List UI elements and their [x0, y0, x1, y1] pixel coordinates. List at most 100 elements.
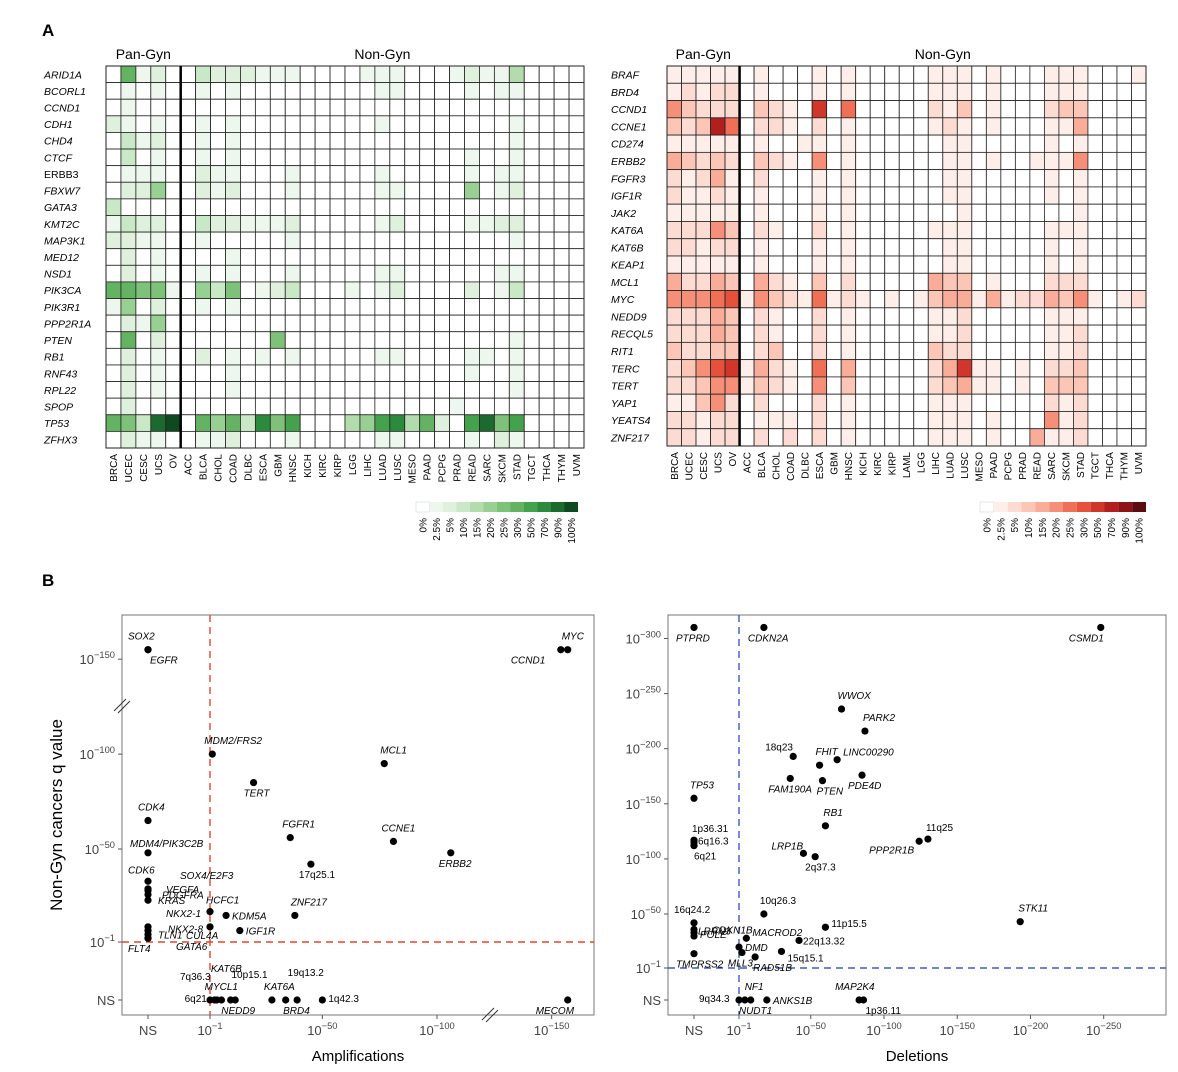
heatmap-cell-erbb3-lusc [389, 165, 406, 183]
heatmap-cell-tp53-read [464, 414, 480, 432]
heatmap-cell-erbb2-skcm [1058, 151, 1074, 171]
row-label-cdh1: CDH1 [44, 119, 73, 131]
heatmap-cell-nedd9-thym [1116, 307, 1132, 326]
heatmap-cell-fgfr3-prad [1014, 169, 1031, 188]
heatmap-cell-arid1a-gbm [269, 65, 286, 84]
heatmap-cell-myc-lgg [913, 290, 929, 309]
heatmap-cell-ccnd1-acc [739, 100, 755, 119]
heatmap-cell-cd274-paad [985, 134, 1002, 153]
heatmap-cell-nsd1-cesc [135, 264, 152, 283]
heatmap-cell-rit1-thca [1102, 341, 1118, 361]
heatmap-cell-pik3r1-ov [165, 298, 182, 316]
heatmap-cell-rit1-thym [1116, 341, 1132, 361]
heatmap-cell-gata3-thym [553, 198, 570, 216]
heatmap-cell-kat6b-read [1029, 238, 1045, 257]
heatmap-cell-rb1-tgct [523, 347, 540, 366]
heatmap-cell-rnf43-lihc [359, 364, 376, 382]
heatmap-cell-cdh1-thym [553, 115, 570, 133]
heatmap-cell-braf-acc [739, 65, 755, 84]
heatmap-cell-jak2-ucec [681, 203, 697, 222]
heatmap-cell-kat6b-ov [724, 238, 740, 257]
heatmap-cell-rpl22-kirp [329, 381, 346, 399]
heatmap-cell-tp53-kich [299, 414, 316, 432]
heatmap-cell-yeats4-paad [985, 411, 1002, 430]
legend-label-25: 25% [1065, 518, 1076, 538]
column-label-hnsc: HNSC [288, 454, 299, 482]
y-axis-title: Non-Gyn cancers q value [47, 719, 66, 911]
point-label-19q13-2: 19q13.2 [288, 968, 325, 979]
heatmap-cell-nsd1-lihc [359, 264, 376, 283]
heatmap-cell-terc-brca [666, 359, 682, 378]
heatmap-cell-fbxw7-luad [374, 181, 391, 200]
heatmap-cell-brd4-hnsc [840, 82, 857, 101]
heatmap-cell-gata3-kirc [314, 198, 331, 216]
heatmap-cell-erbb2-chol [768, 151, 784, 171]
heatmap-cell-terc-lihc [927, 359, 944, 378]
heatmap-cell-yeats4-ucs [710, 411, 726, 430]
heatmap-cell-ppp2r1a-read [464, 314, 480, 333]
point-hcfc1 [206, 908, 214, 916]
heatmap-cell-cd274-meso [971, 134, 987, 153]
heatmap-cell-chd4-uvm [568, 132, 585, 150]
heatmap-cell-yeats4-hnsc [840, 411, 857, 430]
heatmap-cell-rpl22-kich [299, 381, 316, 399]
heatmap-cell-spop-lgg [344, 397, 361, 416]
heatmap-cell-myc-acc [739, 290, 755, 309]
heatmap-cell-cd274-thca [1102, 134, 1118, 153]
heatmap-cell-nsd1-lusc [389, 264, 406, 283]
heatmap-cell-keap1-cesc [695, 255, 711, 274]
point-kat6a [268, 996, 276, 1004]
heatmap-cell-igf1r-kich [855, 186, 871, 205]
heatmap-cell-cd274-read [1029, 134, 1045, 153]
heatmap-cell-pik3r1-lihc [359, 298, 376, 316]
heatmap-cell-kat6b-uvm [1131, 238, 1147, 257]
heatmap-cell-erbb3-tgct [523, 165, 540, 183]
heatmap-cell-rnf43-read [464, 364, 480, 382]
heatmap-cell-igf1r-meso [971, 186, 987, 205]
heatmap-cell-rnf43-thym [553, 364, 570, 382]
heatmap-cell-arid1a-ov [165, 65, 182, 84]
heatmap-cell-tp53-blca [195, 414, 211, 432]
heatmap-cell-rb1-esca [254, 347, 271, 366]
heatmap-cell-znf217-sarc [1043, 428, 1060, 447]
y-tick-label-ns: NS [97, 993, 115, 1008]
heatmap-cell-zfhx3-read [464, 430, 480, 449]
heatmap-cell-pik3ca-cesc [135, 281, 152, 299]
heatmap-cell-pik3ca-sarc [479, 281, 495, 299]
heatmap-cell-ccnd1-lihc [927, 100, 944, 119]
heatmap-cell-kat6b-kirp [884, 238, 900, 257]
heatmap-cell-jak2-gbm [826, 203, 842, 222]
point-label-igf1r: IGF1R [246, 927, 275, 938]
heatmap-cell-ctcf-prad [449, 148, 465, 167]
point-brd4 [293, 996, 301, 1004]
heatmap-cell-bcorl1-pcpg [434, 82, 450, 100]
heatmap-cell-jak2-kich [855, 203, 871, 222]
heatmap-cell-yap1-kirp [884, 393, 900, 412]
point-label-9q34-3: 9q34.3 [699, 994, 730, 1005]
heatmap-cell-chd4-lusc [389, 132, 406, 150]
heatmap-cell-ccnd1-uvm [568, 98, 585, 117]
row-label-fgfr3: FGFR3 [611, 173, 646, 185]
heatmap-cell-med12-dlbc [240, 248, 256, 266]
legend-label-90: 90% [1121, 518, 1132, 538]
heatmap-cell-ppp2r1a-thca [538, 314, 555, 333]
heatmap-cell-ctcf-luad [374, 148, 391, 167]
heatmap-cell-ctcf-paad [419, 148, 436, 167]
heatmap-cell-ccnd1-kirp [329, 98, 346, 117]
y-tick-label-ns: NS [643, 993, 661, 1008]
row-label-zfhx3: ZFHX3 [43, 435, 77, 447]
heatmap-cell-rit1-kirc [869, 341, 886, 361]
column-label-acc: ACC [742, 452, 753, 473]
heatmap-cell-rb1-kirp [329, 347, 346, 366]
heatmap-cell-kat6b-pcpg [1000, 238, 1016, 257]
point-pten [818, 777, 827, 785]
legend-label-30: 30% [1079, 518, 1090, 538]
heatmap-cell-tp53-kirc [314, 414, 331, 432]
heatmap-cell-tert-prad [1014, 376, 1031, 395]
heatmap-cell-keap1-gbm [826, 255, 842, 274]
heatmap-cell-chd4-ov [165, 132, 182, 150]
heatmap-cell-tert-kich [855, 376, 871, 395]
point-label-cdkn2a: CDKN2A [748, 633, 789, 644]
heatmap-cell-pten-ov [165, 331, 182, 349]
heatmap-cell-med12-kich [299, 248, 316, 266]
